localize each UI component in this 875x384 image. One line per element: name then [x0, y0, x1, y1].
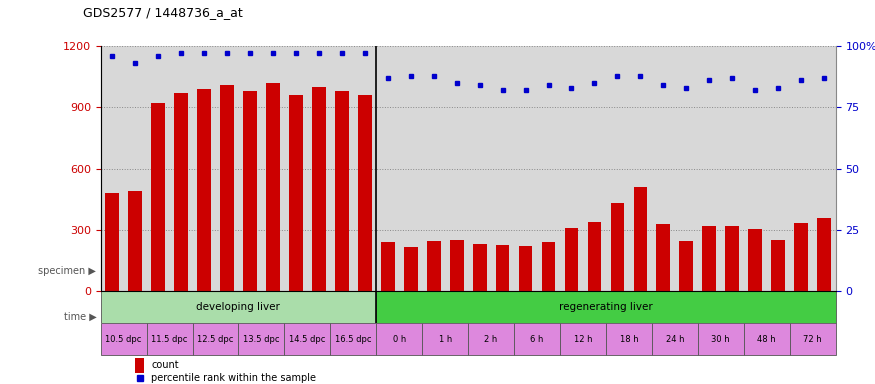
- Bar: [427, 241, 441, 291]
- Bar: [656, 224, 670, 291]
- Text: time ▶: time ▶: [64, 312, 96, 322]
- Bar: [284, 323, 331, 355]
- Text: 72 h: 72 h: [803, 335, 822, 344]
- Text: 11.5 dpc: 11.5 dpc: [151, 335, 188, 344]
- Bar: [680, 241, 693, 291]
- Text: 0 h: 0 h: [393, 335, 406, 344]
- Bar: [560, 323, 606, 355]
- Bar: [450, 240, 464, 291]
- Text: 12.5 dpc: 12.5 dpc: [197, 335, 234, 344]
- Bar: [147, 323, 192, 355]
- Bar: [192, 323, 238, 355]
- Bar: [358, 95, 372, 291]
- Bar: [652, 323, 698, 355]
- Bar: [473, 244, 487, 291]
- Text: 18 h: 18 h: [620, 335, 638, 344]
- Text: 30 h: 30 h: [711, 335, 730, 344]
- Bar: [105, 193, 119, 291]
- Bar: [725, 226, 739, 291]
- Text: 12 h: 12 h: [574, 335, 592, 344]
- Text: 16.5 dpc: 16.5 dpc: [335, 335, 372, 344]
- Text: 1 h: 1 h: [438, 335, 452, 344]
- Bar: [606, 323, 652, 355]
- Text: 48 h: 48 h: [758, 335, 776, 344]
- Bar: [266, 83, 280, 291]
- Bar: [495, 245, 509, 291]
- Bar: [376, 291, 836, 323]
- Bar: [335, 91, 348, 291]
- Bar: [312, 87, 326, 291]
- Bar: [129, 191, 142, 291]
- Bar: [101, 291, 376, 323]
- Bar: [634, 187, 648, 291]
- Bar: [611, 204, 625, 291]
- Bar: [243, 91, 257, 291]
- Text: GDS2577 / 1448736_a_at: GDS2577 / 1448736_a_at: [83, 6, 243, 19]
- Bar: [423, 323, 468, 355]
- Bar: [519, 247, 532, 291]
- Bar: [381, 242, 395, 291]
- Bar: [817, 218, 831, 291]
- Bar: [238, 323, 284, 355]
- Bar: [514, 323, 560, 355]
- Text: 24 h: 24 h: [666, 335, 684, 344]
- Bar: [794, 223, 808, 291]
- Bar: [564, 228, 578, 291]
- Bar: [331, 323, 376, 355]
- Bar: [698, 323, 744, 355]
- Text: specimen ▶: specimen ▶: [38, 266, 96, 276]
- Bar: [703, 226, 717, 291]
- Bar: [101, 323, 147, 355]
- Text: 13.5 dpc: 13.5 dpc: [243, 335, 280, 344]
- Bar: [744, 323, 790, 355]
- Bar: [220, 85, 234, 291]
- Bar: [404, 247, 417, 291]
- Text: 6 h: 6 h: [530, 335, 543, 344]
- Text: 14.5 dpc: 14.5 dpc: [289, 335, 326, 344]
- Bar: [542, 242, 556, 291]
- Bar: [289, 95, 303, 291]
- Text: percentile rank within the sample: percentile rank within the sample: [151, 373, 316, 383]
- Bar: [468, 323, 514, 355]
- Bar: [772, 240, 785, 291]
- Text: regenerating liver: regenerating liver: [559, 302, 653, 312]
- Bar: [135, 358, 144, 372]
- Bar: [151, 103, 164, 291]
- Bar: [197, 89, 211, 291]
- Text: count: count: [151, 360, 178, 370]
- Bar: [174, 93, 188, 291]
- Text: developing liver: developing liver: [197, 302, 280, 312]
- Text: 2 h: 2 h: [485, 335, 498, 344]
- Bar: [790, 323, 836, 355]
- Text: 10.5 dpc: 10.5 dpc: [105, 335, 142, 344]
- Bar: [748, 229, 762, 291]
- Bar: [376, 323, 423, 355]
- Bar: [588, 222, 601, 291]
